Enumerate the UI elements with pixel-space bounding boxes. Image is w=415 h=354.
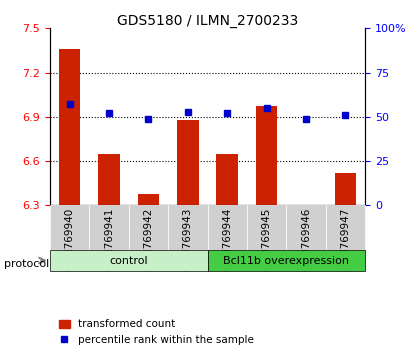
Text: GSM769942: GSM769942	[143, 207, 154, 271]
FancyBboxPatch shape	[89, 205, 129, 250]
Bar	[177, 120, 199, 205]
Text: Bcl11b overexpression: Bcl11b overexpression	[223, 256, 349, 266]
Legend: transformed count, percentile rank within the sample: transformed count, percentile rank withi…	[55, 315, 258, 349]
FancyBboxPatch shape	[326, 205, 365, 250]
FancyBboxPatch shape	[208, 205, 247, 250]
FancyBboxPatch shape	[129, 205, 168, 250]
FancyBboxPatch shape	[168, 205, 208, 250]
FancyBboxPatch shape	[50, 205, 89, 250]
Text: control: control	[109, 256, 148, 266]
FancyBboxPatch shape	[286, 205, 326, 250]
Text: GSM769940: GSM769940	[64, 207, 75, 271]
Bar	[137, 194, 159, 205]
Bar	[59, 49, 81, 205]
FancyBboxPatch shape	[208, 250, 365, 271]
FancyBboxPatch shape	[50, 250, 208, 271]
Text: GSM769946: GSM769946	[301, 207, 311, 271]
Text: protocol: protocol	[4, 259, 49, 269]
Text: GSM769941: GSM769941	[104, 207, 114, 271]
Text: GSM769943: GSM769943	[183, 207, 193, 271]
Bar	[256, 107, 278, 205]
Bar	[98, 154, 120, 205]
Text: GSM769945: GSM769945	[261, 207, 272, 271]
Bar	[334, 173, 356, 205]
Bar	[216, 154, 238, 205]
FancyBboxPatch shape	[247, 205, 286, 250]
Text: GSM769944: GSM769944	[222, 207, 232, 271]
Text: GDS5180 / ILMN_2700233: GDS5180 / ILMN_2700233	[117, 14, 298, 28]
Text: GSM769947: GSM769947	[340, 207, 351, 271]
